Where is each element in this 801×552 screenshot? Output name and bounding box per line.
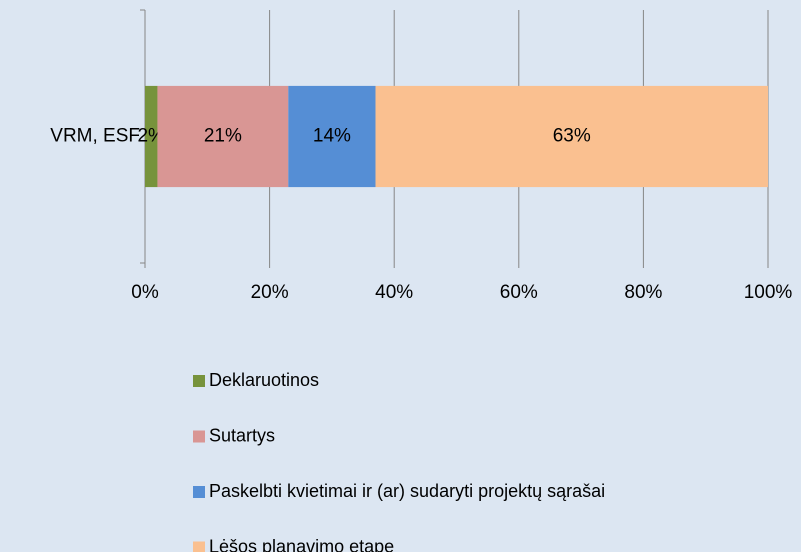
x-tick-label: 20% [251, 282, 289, 303]
x-tick-label: 100% [744, 282, 793, 303]
x-tick-label: 60% [500, 282, 538, 303]
x-tick-label: 80% [624, 282, 662, 303]
legend-swatch [193, 375, 205, 387]
data-label: 21% [204, 126, 242, 147]
data-label: 14% [313, 126, 351, 147]
bar-segment [288, 85, 376, 188]
data-label: 63% [553, 126, 591, 147]
legend-swatch [193, 486, 205, 498]
x-tick-label: 40% [375, 282, 413, 303]
legend-label: Lėšos planavimo etape [209, 536, 394, 552]
legend-label: Paskelbti kvietimai ir (ar) sudaryti pro… [209, 481, 605, 501]
legend-swatch [193, 430, 205, 443]
y-tick-label: VRM, ESF [50, 126, 140, 147]
bar-segment [145, 85, 158, 188]
legend-label: Sutartys [209, 425, 275, 445]
x-tick-label: 0% [131, 282, 159, 303]
legend-label: Deklaruotinos [209, 370, 319, 390]
bar-segment [157, 85, 289, 188]
bar-segment [375, 85, 768, 188]
legend-swatch [193, 541, 205, 552]
